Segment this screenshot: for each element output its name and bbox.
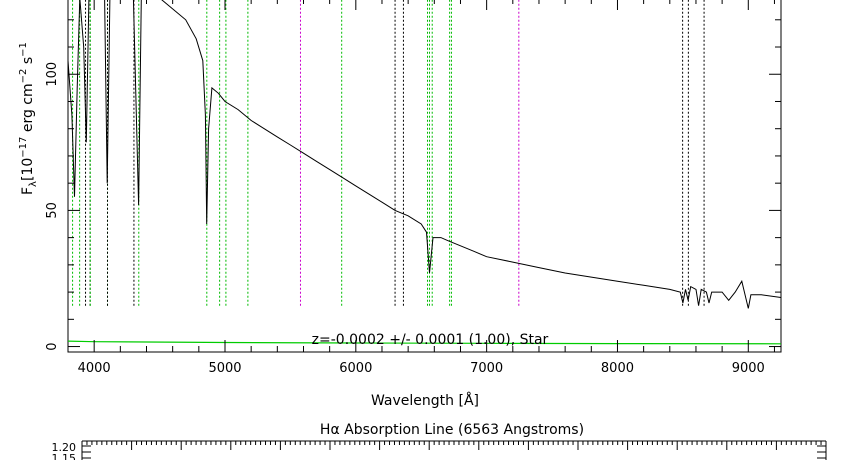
panel-2-ytick-1.20: 1.20 xyxy=(52,441,77,454)
y-axis-label: Fλ[10−17 erg cm−2 s−1 xyxy=(18,42,39,195)
y-tick-label-0: 0 xyxy=(45,342,60,350)
x-axis-label: Wavelength [Å] xyxy=(371,392,479,409)
x-tick-label-8000: 8000 xyxy=(601,361,634,376)
y-tick-label-100: 100 xyxy=(45,62,60,87)
panel-2-title: Hα Absorption Line (6563 Angstroms) xyxy=(320,422,584,438)
x-tick-label-5000: 5000 xyxy=(208,361,241,376)
redshift-annotation: z=-0.0002 +/- 0.0001 (1.00), Star xyxy=(312,332,549,348)
main-plot-frame xyxy=(67,0,782,353)
panel-2-ytick-1.15: 1.15 xyxy=(52,452,77,460)
x-tick-label-9000: 9000 xyxy=(732,361,765,376)
x-tick-label-4000: 4000 xyxy=(78,361,111,376)
x-tick-label-6000: 6000 xyxy=(339,361,372,376)
y-tick-label-50: 50 xyxy=(45,202,60,219)
x-tick-label-7000: 7000 xyxy=(470,361,503,376)
series-line-0 xyxy=(67,0,782,309)
